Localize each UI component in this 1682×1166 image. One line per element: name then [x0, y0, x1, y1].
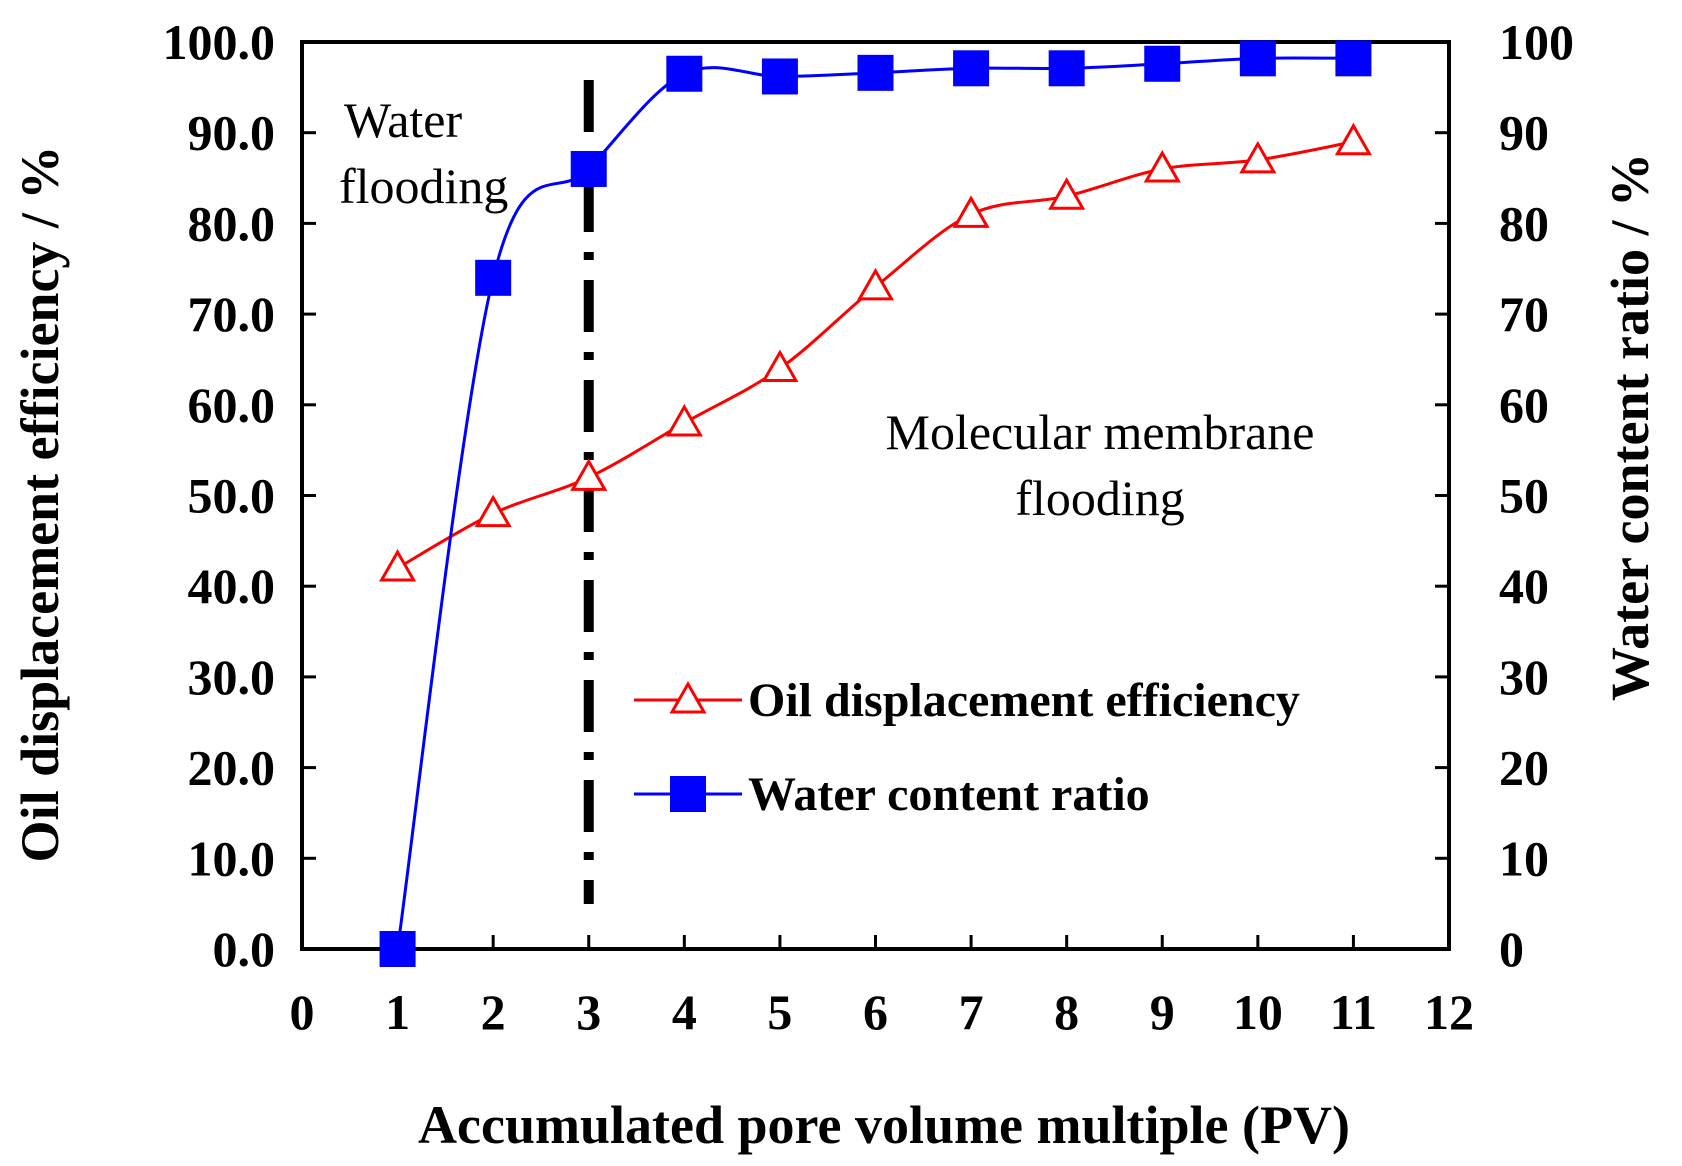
oil-efficiency-point — [761, 349, 799, 383]
y-left-tick-label: 50.0 — [188, 468, 276, 524]
y-right-tick-label: 50 — [1499, 468, 1549, 524]
oil-efficiency-point — [1239, 140, 1277, 174]
x-tick-label: 8 — [1054, 984, 1079, 1040]
x-tick-label: 12 — [1424, 984, 1474, 1040]
y-right-tick-label: 20 — [1499, 740, 1549, 796]
oil-efficiency-point — [1143, 149, 1181, 183]
y-right-tick-label: 40 — [1499, 558, 1549, 614]
x-tick-label: 4 — [672, 984, 697, 1040]
water-content-point — [761, 58, 798, 95]
water-content-point — [379, 931, 416, 967]
y-left-tick-label: 20.0 — [188, 740, 276, 796]
y-left-tick-label: 40.0 — [188, 558, 276, 614]
x-tick-label: 7 — [959, 984, 984, 1040]
y-left-tick-label: 70.0 — [188, 286, 276, 342]
y-right-axis: 0 10 20 30 40 50 60 70 80 90 100 — [1435, 14, 1574, 977]
legend-water-label: Water content ratio — [748, 768, 1150, 821]
x-tick-label: 10 — [1233, 984, 1283, 1040]
y-right-tick-label: 80 — [1499, 195, 1549, 251]
y-right-axis-title: Water content ratio / % — [1600, 153, 1660, 701]
series-layer — [378, 40, 1373, 967]
x-tick-label: 3 — [576, 984, 601, 1040]
x-axis: 0 1 2 3 4 5 6 7 8 9 10 11 12 — [290, 935, 1474, 1040]
water-content-point — [475, 259, 512, 296]
y-right-tick-label: 90 — [1499, 105, 1549, 161]
oil-efficiency-series-line — [396, 140, 1354, 570]
legend-oil-label: Oil displacement efficiency — [748, 674, 1300, 727]
y-left-tick-label: 90.0 — [188, 105, 276, 161]
water-content-point — [1239, 40, 1276, 77]
water-content-point — [570, 150, 607, 187]
y-left-tick-label: 30.0 — [188, 649, 276, 705]
y-left-tick-label: 0.0 — [213, 921, 276, 977]
x-tick-label: 9 — [1150, 984, 1175, 1040]
y-left-axis-title: Oil displacement efficiency / % — [10, 146, 70, 863]
water-content-point — [666, 55, 703, 92]
annotation-water-flooding-line2: flooding — [339, 158, 508, 214]
y-right-tick-label: 30 — [1499, 649, 1549, 705]
oil-efficiency-point — [1334, 122, 1373, 156]
x-tick-label: 1 — [385, 984, 410, 1040]
y-left-tick-label: 80.0 — [188, 195, 276, 251]
annotation-membrane-flooding-line2: flooding — [1015, 470, 1184, 526]
oil-efficiency-point — [570, 458, 608, 491]
y-left-tick-label: 60.0 — [188, 377, 276, 433]
oil-efficiency-point — [856, 267, 895, 301]
y-right-tick-label: 10 — [1499, 830, 1549, 886]
y-left-axis: 0.0 10.0 20.0 30.0 40.0 50.0 60.0 70.0 80.0 90.0 1… — [163, 14, 316, 977]
water-content-point — [1144, 45, 1181, 82]
y-right-tick-label: 0 — [1499, 921, 1524, 977]
water-content-point — [1048, 50, 1085, 87]
water-content-point — [857, 54, 894, 91]
x-tick-label: 6 — [863, 984, 888, 1040]
x-tick-label: 11 — [1330, 984, 1377, 1040]
x-tick-label: 5 — [767, 984, 792, 1040]
y-right-tick-label: 100 — [1499, 14, 1574, 70]
annotation-water-flooding-line1: Water — [344, 92, 462, 148]
legend: Oil displacement efficiency Water conten… — [634, 674, 1300, 821]
x-tick-label: 2 — [481, 984, 506, 1040]
y-right-tick-label: 60 — [1499, 377, 1549, 433]
water-content-point — [1335, 40, 1372, 77]
oil-efficiency-point — [1048, 177, 1086, 210]
oil-efficiency-point — [474, 494, 512, 528]
x-tick-label: 0 — [290, 984, 315, 1040]
oil-efficiency-point — [665, 403, 703, 437]
water-content-point — [953, 50, 990, 87]
legend-water-marker — [670, 776, 706, 812]
oil-efficiency-point — [952, 195, 990, 228]
y-right-tick-label: 70 — [1499, 286, 1549, 342]
oil-efficiency-point — [378, 549, 417, 582]
y-left-tick-label: 100.0 — [163, 14, 276, 70]
legend-oil-marker — [669, 680, 707, 714]
x-axis-title: Accumulated pore volume multiple (PV) — [418, 1095, 1350, 1155]
y-left-tick-label: 10.0 — [188, 830, 276, 886]
annotation-membrane-flooding-line1: Molecular membrane — [886, 404, 1315, 460]
